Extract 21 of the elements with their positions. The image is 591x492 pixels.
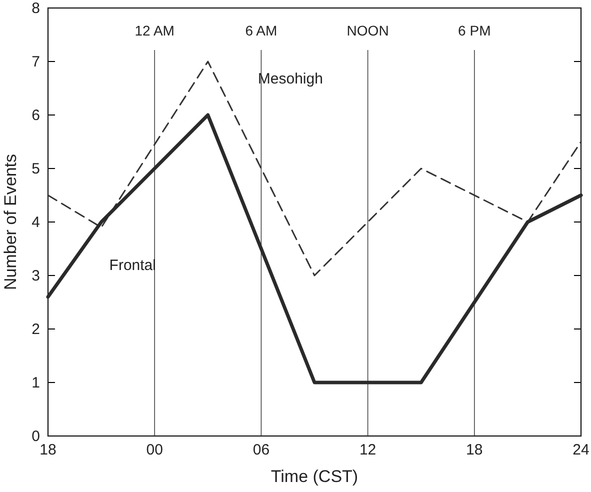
x-tick-label: 18 [40,442,56,459]
y-tick-label: 5 [32,160,40,178]
x-tick-label: 06 [252,442,270,459]
y-tick-label: 6 [32,106,40,124]
y-axis-title: Number of Events [1,154,20,290]
x2-tick-label: 12 AM [134,22,174,38]
x2-tick-label: NOON [346,22,389,38]
y-tick-label: 2 [32,320,40,338]
x-tick-label: 18 [466,442,483,459]
x-tick-label: 12 [359,442,376,459]
y-tick-label: 1 [32,374,40,392]
x-tick-label: 00 [146,442,163,459]
y-tick-label: 3 [32,267,40,284]
x-axis-title: Time (CST) [270,467,358,486]
x2-tick-label: 6 PM [458,22,491,38]
y-tick-label: 7 [32,53,40,70]
y-tick-label: 0 [32,428,40,445]
y-tick-label: 8 [32,0,40,17]
y-tick-label: 4 [32,214,40,231]
x-tick-label: 24 [572,442,590,459]
x2-tick-label: 6 AM [245,22,278,38]
